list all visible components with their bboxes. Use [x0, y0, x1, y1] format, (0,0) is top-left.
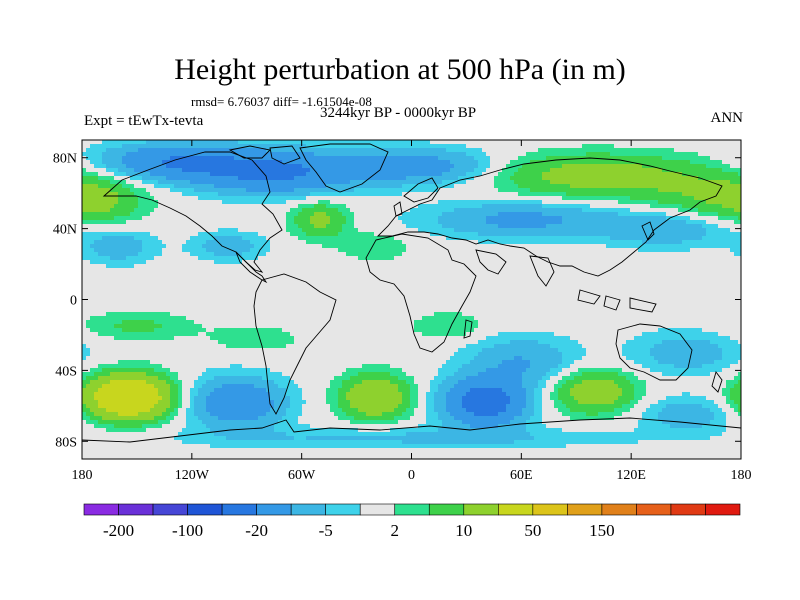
experiment-label: Expt = tEwTx-tevta	[84, 113, 204, 129]
colorbar-swatch	[83, 503, 119, 516]
colorbar-swatch	[532, 503, 568, 516]
y-tick-label: 40S	[55, 364, 77, 379]
colorbar-label: 2	[390, 521, 399, 540]
colorbar-label: -100	[172, 521, 203, 540]
colorbar-swatch	[705, 503, 741, 516]
colorbar-label: -200	[103, 521, 134, 540]
colorbar-swatch	[118, 503, 154, 516]
colorbar-swatch	[325, 503, 361, 516]
colorbar-label: -5	[319, 521, 333, 540]
colorbar-swatch	[394, 503, 430, 516]
colorbar-swatch	[221, 503, 257, 516]
colorbar-swatch	[428, 503, 465, 516]
colorbar-swatch	[187, 503, 223, 516]
colorbar-swatch	[290, 503, 326, 516]
colorbar-swatch	[636, 503, 672, 516]
plot-title: Height perturbation at 500 hPa (in m)	[174, 53, 626, 86]
period-label: 3244kyr BP - 0000kyr BP	[320, 105, 477, 121]
y-tick-label: 80N	[53, 152, 77, 167]
height-field	[82, 140, 741, 459]
colorbar-swatch	[359, 503, 396, 516]
x-tick-label: 120W	[175, 468, 210, 483]
colorbar-swatch	[670, 503, 706, 516]
coastlines	[82, 143, 741, 443]
colorbar-swatch	[601, 503, 637, 516]
rmsd-stats: rmsd= 6.76037 diff= -1.61504e-08	[191, 94, 372, 109]
x-tick-label: 0	[408, 468, 415, 483]
colorbar-label: 50	[524, 521, 541, 540]
x-tick-label: 120E	[616, 468, 646, 483]
colorbar-swatch	[567, 503, 603, 516]
y-tick-label: 40N	[53, 223, 77, 238]
colorbar-swatch	[152, 503, 188, 516]
colorbar-label: 150	[589, 521, 615, 540]
x-tick-label: 60W	[288, 468, 316, 483]
colorbar: -200 -100 -20 -5 2 10 50 150	[83, 503, 741, 540]
colorbar-label: -20	[245, 521, 268, 540]
colorbar-swatch	[256, 503, 292, 516]
y-tick-label: 0	[70, 294, 77, 309]
x-tick-label: 60E	[510, 468, 533, 483]
colorbar-swatch	[498, 503, 534, 516]
season-label: ANN	[710, 110, 744, 126]
axis-ticks: 180 120W 60W 0 60E 120E 180 80N 40N 0 40S 80S	[53, 140, 752, 483]
colorbar-swatch	[463, 503, 499, 516]
x-tick-label: 180	[731, 468, 752, 483]
y-tick-label: 80S	[55, 435, 77, 450]
x-tick-label: 180	[72, 468, 93, 483]
colorbar-label: 10	[455, 521, 472, 540]
